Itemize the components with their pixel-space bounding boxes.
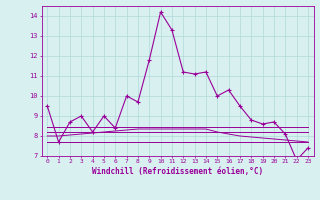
X-axis label: Windchill (Refroidissement éolien,°C): Windchill (Refroidissement éolien,°C) [92,167,263,176]
